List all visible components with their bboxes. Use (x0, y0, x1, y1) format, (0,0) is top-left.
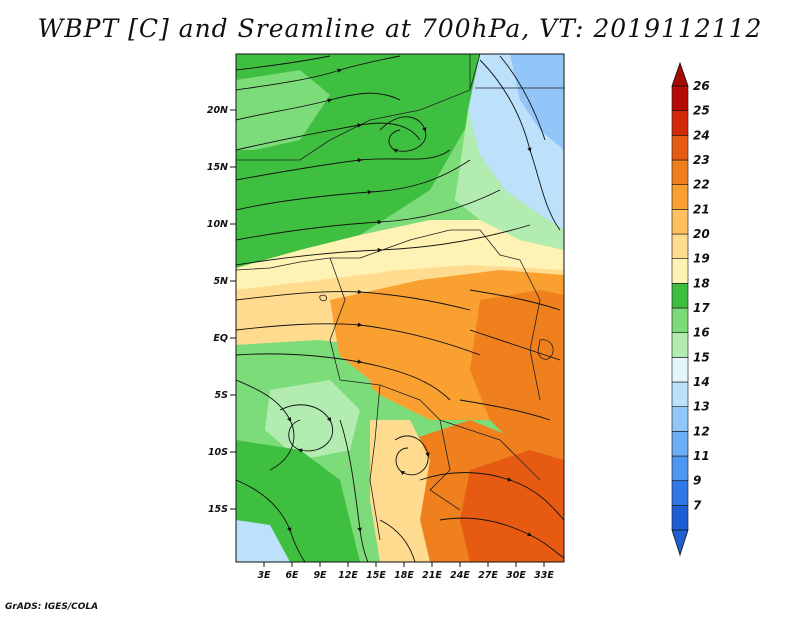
wbpt-region-east-deep-orange (470, 290, 564, 450)
lon-tick-label: 15E (366, 570, 386, 581)
colorbar-label: 24 (693, 128, 710, 142)
lon-tick-label: 21E (422, 570, 442, 581)
colorbar-label: 13 (693, 400, 710, 414)
colorbar-swatch (671, 480, 689, 506)
colorbar-swatch (671, 406, 689, 432)
colorbar-label: 16 (693, 326, 710, 340)
colorbar-swatch (671, 258, 689, 284)
wbpt-shading (236, 54, 564, 562)
colorbar-swatch (671, 283, 689, 309)
longitude-labels: 3E 6E 9E 12E 15E 18E 21E 24E 27E 30E 33E (257, 570, 554, 581)
colorbar-swatch (671, 357, 689, 383)
lon-tick-label: 6E (285, 570, 299, 581)
colorbar-label: 22 (693, 178, 710, 192)
lake-outline (537, 339, 554, 360)
colorbar-swatch (671, 85, 689, 111)
colorbar-swatches (671, 85, 689, 531)
colorbar-bottom-arrow (671, 529, 689, 557)
colorbar-swatch (671, 110, 689, 136)
lon-tick-label: 24E (450, 570, 470, 581)
colorbar-swatch (671, 381, 689, 407)
colorbar-swatch (671, 332, 689, 358)
wbpt-region-northeast-lightblue (510, 54, 564, 150)
lon-tick-label: 12E (338, 570, 358, 581)
colorbar-swatch (671, 159, 689, 185)
latitude-axis (230, 109, 236, 510)
lakes (319, 294, 554, 360)
colorbar-swatch (671, 505, 689, 531)
lon-tick-label: 33E (534, 570, 554, 581)
colorbar-label: 9 (693, 474, 701, 488)
streamlines (236, 55, 564, 562)
wbpt-region-northeast-teal (455, 110, 564, 250)
lon-tick-label: 9E (313, 570, 327, 581)
lat-tick-label: 20N (207, 105, 228, 116)
map-figure: 20N 15N 10N 5N EQ 5S 10S 15S 3E 6E 9E 12… (207, 53, 710, 581)
map-frame (235, 53, 565, 563)
colorbar-swatch (671, 135, 689, 161)
colorbar-label: 26 (693, 79, 710, 93)
lat-tick-label: 10N (207, 219, 228, 230)
colorbar-label: 11 (693, 449, 710, 463)
wbpt-region-south-blue (236, 520, 290, 562)
colorbar-label: 25 (693, 104, 710, 118)
colorbar: 7 9 11 12 13 14 15 16 17 18 19 20 21 22 23 24 25 26 (671, 61, 710, 557)
lat-tick-label: 15N (207, 162, 228, 173)
lon-tick-label: 3E (257, 570, 271, 581)
lat-tick-label: 5S (215, 390, 229, 401)
colorbar-swatch (671, 209, 689, 235)
colorbar-label: 14 (693, 375, 710, 389)
colorbar-swatch (671, 184, 689, 210)
colorbar-label: 19 (693, 252, 710, 266)
chart-title: WBPT [C] and Sreamline at 700hPa, VT: 20… (37, 14, 763, 43)
lat-tick-label: EQ (213, 333, 228, 344)
lat-tick-label: 15S (208, 504, 228, 515)
lon-tick-label: 30E (506, 570, 526, 581)
lon-tick-label: 18E (394, 570, 414, 581)
colorbar-label: 21 (693, 202, 710, 216)
colorbar-label: 18 (693, 276, 710, 290)
colorbar-label: 15 (693, 350, 710, 364)
longitude-axis (263, 562, 545, 567)
colorbar-label: 23 (693, 153, 710, 167)
colorbar-labels: 7 9 11 12 13 14 15 16 17 18 19 20 21 22 23 24 25 26 (693, 79, 710, 512)
lon-tick-label: 27E (478, 570, 498, 581)
credit-text: GrADS: IGES/COLA (5, 602, 99, 612)
latitude-labels: 20N 15N 10N 5N EQ 5S 10S 15S (207, 105, 228, 515)
colorbar-label: 20 (693, 227, 710, 241)
lake-outline (319, 294, 327, 302)
colorbar-swatch (671, 233, 689, 259)
colorbar-label: 17 (693, 301, 710, 315)
colorbar-swatch (671, 307, 689, 333)
colorbar-top-arrow (671, 61, 689, 87)
country-borders (236, 54, 564, 541)
colorbar-label: 12 (693, 424, 710, 438)
map-plot (236, 54, 564, 562)
lat-tick-label: 10S (208, 447, 228, 458)
lat-tick-label: 5N (213, 276, 228, 287)
colorbar-label: 7 (693, 498, 702, 512)
colorbar-swatch (671, 455, 689, 481)
colorbar-swatch (671, 431, 689, 457)
